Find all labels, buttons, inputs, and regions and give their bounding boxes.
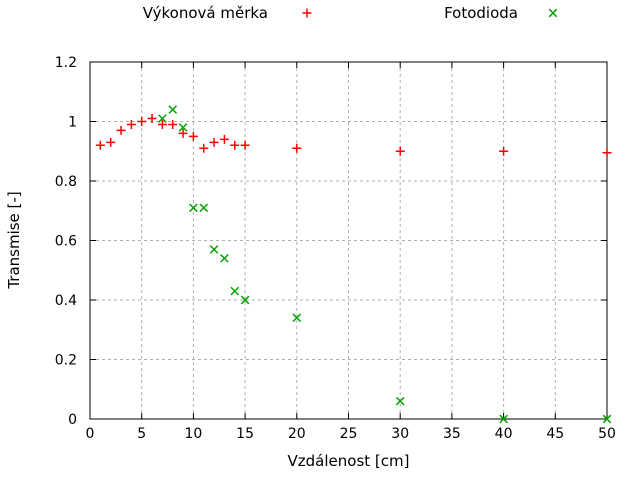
legend-label-series1: Výkonová měrka <box>142 4 268 22</box>
x-tick-label: 45 <box>546 426 564 442</box>
data-point-marker <box>292 143 302 153</box>
data-point-marker <box>219 134 229 144</box>
y-tick-label: 1 <box>68 115 77 131</box>
x-tick-label: 35 <box>443 426 461 442</box>
y-tick-label: 0.6 <box>55 234 77 250</box>
y-tick-label: 0 <box>68 412 77 428</box>
data-point-marker <box>230 286 240 296</box>
data-point-marker <box>126 119 136 129</box>
data-point-marker <box>230 140 240 150</box>
data-point-marker <box>137 117 147 126</box>
data-point-marker <box>209 137 219 147</box>
x-tick-label: 0 <box>86 426 95 442</box>
data-point-marker <box>188 131 198 141</box>
data-point-marker <box>168 105 178 114</box>
data-point-marker <box>199 143 209 153</box>
x-tick-label: 5 <box>137 426 146 442</box>
series-points-1 <box>95 114 612 158</box>
data-point-marker <box>95 140 105 150</box>
legend-label-series2: Fotodioda <box>444 4 518 22</box>
data-point-marker <box>292 313 302 323</box>
data-point-marker <box>158 114 167 123</box>
data-point-marker <box>395 396 405 406</box>
x-tick-label: 10 <box>184 426 202 442</box>
data-point-marker <box>106 137 116 147</box>
data-point-marker <box>499 146 509 156</box>
x-tick-label: 40 <box>495 426 513 442</box>
y-tick-label: 0.8 <box>55 174 77 190</box>
data-point-marker <box>178 123 188 132</box>
x-tick-label: 20 <box>288 426 306 442</box>
data-point-marker <box>199 203 209 213</box>
y-tick-label: 1.2 <box>55 55 77 71</box>
data-point-marker <box>116 125 126 135</box>
y-tick-label: 0.4 <box>55 293 77 309</box>
data-point-marker <box>189 203 198 213</box>
x-tick-label: 30 <box>391 426 409 442</box>
cross-marker-icon <box>548 8 558 18</box>
plus-marker-icon <box>302 8 312 18</box>
data-point-marker <box>602 414 612 424</box>
data-point-marker <box>157 119 167 129</box>
axis-tick-labels: 0 5 10 15 20 25 30 35 40 45 50 0 0.2 0.4 0.6 0.8 1 1.2 <box>55 55 616 442</box>
series-points-2 <box>158 105 612 424</box>
axis-ticks <box>89 61 608 420</box>
data-point-marker <box>240 295 250 305</box>
data-point-marker <box>168 119 178 129</box>
x-tick-label: 50 <box>598 426 616 442</box>
data-point-marker <box>209 245 219 254</box>
x-axis-title: Vzdálenost [cm] <box>287 452 410 470</box>
data-point-marker <box>395 146 405 156</box>
data-point-marker <box>147 114 157 124</box>
data-point-marker <box>178 128 188 138</box>
gridlines <box>89 61 608 420</box>
data-point-marker <box>220 254 229 263</box>
x-tick-label: 15 <box>236 426 254 442</box>
data-point-marker <box>499 414 508 424</box>
plot-border <box>89 61 608 420</box>
data-point-marker <box>240 140 250 150</box>
data-point-marker <box>602 148 612 158</box>
x-tick-label: 25 <box>340 426 358 442</box>
y-tick-label: 0.2 <box>55 353 77 369</box>
